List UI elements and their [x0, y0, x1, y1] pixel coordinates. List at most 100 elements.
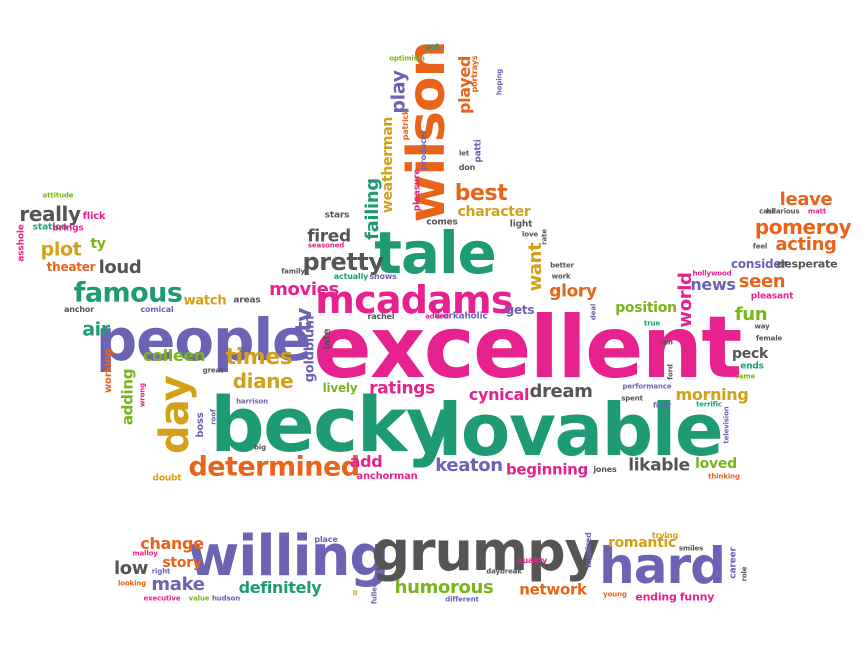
cloud-word: position	[615, 300, 677, 316]
cloud-word: make	[151, 574, 205, 595]
cloud-word: cast	[759, 207, 775, 216]
cloud-word: mcadams	[315, 278, 513, 322]
cloud-word: story	[162, 555, 202, 571]
cloud-word: executive	[143, 594, 181, 603]
cloud-word: better	[550, 261, 574, 270]
cloud-word: working	[103, 349, 114, 393]
cloud-word: let	[458, 149, 470, 158]
cloud-word: comical	[140, 305, 174, 314]
cloud-word: hollywood	[692, 269, 732, 278]
cloud-word: shows	[369, 272, 397, 281]
cloud-word: hard	[599, 537, 726, 595]
cloud-word: desperate	[776, 257, 838, 271]
cloud-word: ford	[666, 364, 675, 380]
cloud-word: funny	[679, 590, 715, 604]
cloud-word: colleen	[142, 346, 206, 365]
cloud-word: news	[690, 275, 736, 294]
cloud-word: deal	[589, 303, 598, 321]
cloud-word: got	[424, 42, 440, 51]
cloud-word: malloy	[132, 549, 158, 558]
cloud-word: pomeroy	[754, 215, 852, 239]
cloud-word: female	[755, 334, 783, 343]
cloud-word: seen	[738, 271, 786, 292]
cloud-word: brings	[52, 223, 84, 234]
cloud-word: family	[281, 267, 305, 276]
cloud-word: determined	[188, 451, 360, 483]
cloud-word: keaton	[435, 455, 503, 476]
cloud-word: becky	[210, 380, 455, 469]
cloud-word: trying	[651, 531, 679, 540]
cloud-word: boss	[195, 412, 206, 438]
cloud-word: late	[322, 328, 333, 350]
cloud-word: great	[202, 366, 224, 375]
cloud-word: want	[525, 242, 546, 292]
cloud-word: best	[454, 181, 508, 206]
cloud-word: wrong	[138, 382, 147, 408]
cloud-word: flick	[82, 211, 106, 222]
cloud-word: day	[152, 375, 198, 455]
cloud-word: really	[19, 202, 81, 226]
cloud-word: television	[722, 406, 731, 444]
cloud-word: add	[349, 452, 383, 471]
cloud-word: matt	[807, 207, 827, 216]
cloud-word: way	[754, 322, 770, 331]
cloud-word: patrick	[401, 109, 410, 141]
cloud-word: place	[314, 535, 338, 544]
cloud-word: weatherman	[380, 116, 396, 214]
cloud-word: spent	[621, 394, 643, 403]
cloud-word: fuller	[370, 583, 379, 605]
cloud-word: daybreak	[486, 567, 522, 576]
cloud-word: don	[458, 163, 476, 172]
cloud-word: rachel	[367, 312, 395, 321]
cloud-word: times	[225, 345, 293, 370]
cloud-word: network	[519, 580, 587, 599]
cloud-word: added	[425, 312, 449, 321]
cloud-word: fired	[307, 226, 351, 247]
cloud-word: stars	[324, 210, 350, 221]
cloud-word: consider	[731, 257, 787, 271]
cloud-word: career	[728, 547, 739, 579]
cloud-word: likable	[628, 455, 690, 476]
cloud-word: dream	[529, 381, 593, 402]
cloud-word: anchor	[63, 305, 95, 314]
cloud-word: performance	[622, 382, 672, 391]
cloud-word: loud	[98, 257, 142, 278]
cloud-word: movies	[269, 279, 339, 300]
cloud-word: play	[387, 70, 410, 114]
cloud-word: low	[113, 558, 149, 579]
cloud-word: definitely	[238, 578, 322, 597]
cloud-word: theater	[46, 260, 96, 274]
cloud-word: loved	[695, 456, 737, 472]
cloud-word: anchorman	[356, 471, 418, 482]
cloud-word: ty	[90, 236, 106, 252]
cloud-word: peck	[731, 346, 769, 362]
cloud-word: jones	[593, 465, 617, 474]
cloud-word: romantic	[607, 535, 677, 551]
cloud-word: light	[509, 219, 533, 230]
cloud-word: famous	[73, 277, 183, 309]
cloud-word: came	[734, 372, 756, 381]
cloud-word: ends	[740, 361, 764, 372]
cloud-word: hudson	[211, 594, 241, 603]
cloud-word: plot	[40, 238, 82, 261]
cloud-word: thinking	[708, 472, 740, 481]
cloud-word: pleasant	[750, 291, 794, 302]
cloud-word: lively	[322, 381, 358, 395]
cloud-word: goldblum	[302, 315, 318, 383]
cloud-word: producer	[419, 130, 428, 170]
cloud-word: air	[82, 318, 110, 341]
cloud-word: doubt	[152, 473, 182, 484]
cloud-word: willing	[187, 524, 390, 589]
cloud-word: change	[140, 534, 204, 553]
cloud-word: tale	[374, 219, 497, 287]
cloud-word: workaholic	[434, 311, 488, 322]
cloud-word: ending	[635, 590, 677, 604]
cloud-word: young	[603, 590, 627, 599]
cloud-word: areas	[233, 295, 261, 306]
cloud-word: ll	[352, 589, 358, 598]
cloud-word: diane	[232, 369, 294, 393]
cloud-word: beginning	[505, 460, 589, 479]
cloud-word: comes	[426, 217, 458, 228]
cloud-word: right	[151, 567, 171, 576]
